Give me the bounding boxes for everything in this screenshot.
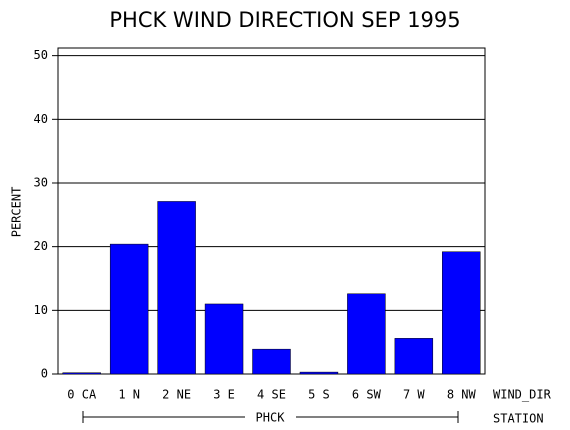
y-tick-label: 0 — [41, 367, 48, 381]
y-tick-label: 10 — [34, 303, 48, 317]
x-tick-label: 4 SE — [257, 388, 286, 402]
group-label: PHCK — [256, 411, 286, 425]
bar — [204, 303, 244, 375]
y-tick-label: 30 — [34, 175, 48, 189]
chart-title: PHCK WIND DIRECTION SEP 1995 — [109, 8, 460, 32]
bar — [252, 348, 291, 375]
y-axis-label: PERCENT — [10, 187, 24, 238]
x-tick-label: 1 N — [118, 388, 140, 402]
x-tick-label: 2 NE — [162, 388, 191, 402]
x-axis-label: WIND_DIR — [493, 388, 552, 402]
x-tick-label: 3 E — [213, 388, 235, 402]
bar — [62, 372, 101, 375]
bar — [157, 201, 196, 375]
x-tick-label: 6 SW — [352, 388, 382, 402]
x-tick-label: 7 W — [403, 388, 425, 402]
y-tick-label: 40 — [34, 112, 48, 126]
bar — [347, 293, 386, 375]
bar — [109, 243, 149, 375]
y-tick-label: 20 — [34, 239, 48, 253]
group-axis-label: STATION — [493, 412, 544, 426]
bar — [394, 338, 434, 375]
x-tick-label: 8 NW — [447, 388, 477, 402]
x-tick-label: 0 CA — [67, 388, 97, 402]
y-tick-label: 50 — [34, 48, 48, 62]
x-tick-label: 5 S — [308, 388, 330, 402]
bar — [442, 251, 481, 375]
bar — [299, 371, 339, 375]
